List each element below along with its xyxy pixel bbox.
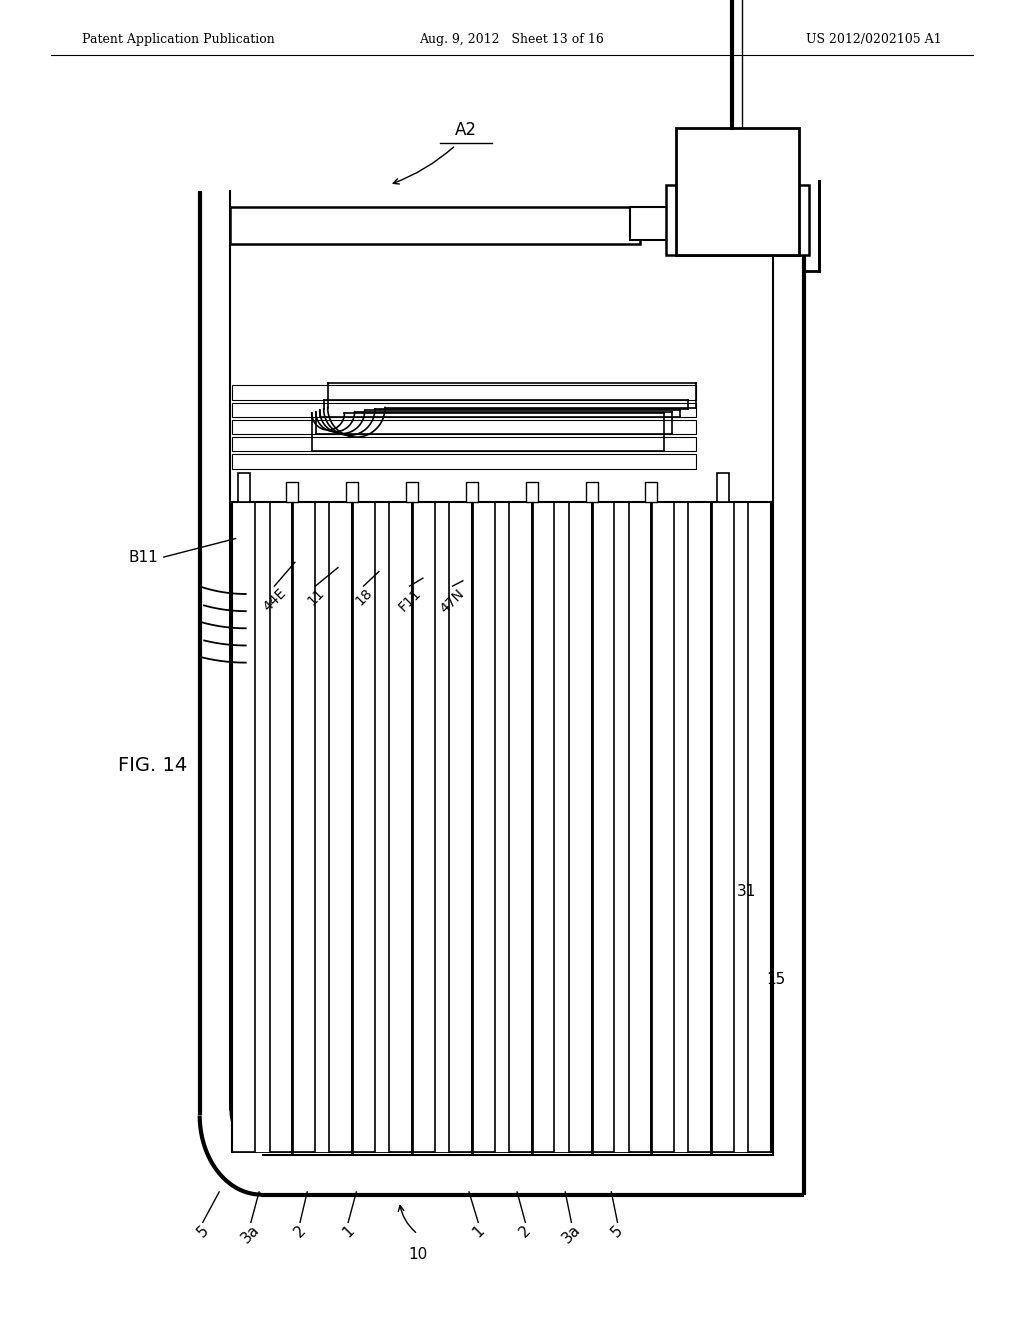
Text: 10: 10	[409, 1247, 427, 1262]
Bar	[232, 454, 696, 469]
Text: US 2012/0202105 A1: US 2012/0202105 A1	[807, 33, 942, 46]
Text: FIG. 14: FIG. 14	[118, 756, 187, 775]
Bar	[525, 482, 538, 502]
Text: B11: B11	[129, 549, 159, 565]
Bar	[554, 502, 568, 1152]
Bar	[450, 502, 472, 1152]
Text: A2: A2	[455, 120, 477, 139]
Bar	[412, 502, 435, 1152]
Text: 31: 31	[737, 883, 757, 899]
Bar	[466, 482, 478, 502]
Bar	[749, 502, 771, 1152]
Text: 11: 11	[304, 586, 327, 609]
Text: 2: 2	[516, 1222, 535, 1239]
Text: 3a: 3a	[559, 1222, 584, 1246]
Bar	[717, 473, 729, 502]
Text: 1: 1	[339, 1222, 357, 1239]
Bar	[472, 502, 495, 1152]
Bar	[232, 385, 696, 400]
Bar	[734, 502, 749, 1152]
Bar	[688, 502, 712, 1152]
Bar	[352, 502, 375, 1152]
Bar	[435, 502, 450, 1152]
Text: Aug. 9, 2012   Sheet 13 of 16: Aug. 9, 2012 Sheet 13 of 16	[420, 33, 604, 46]
Text: F11: F11	[395, 586, 424, 614]
Bar	[509, 502, 531, 1152]
Bar	[287, 482, 298, 502]
Bar	[239, 473, 251, 502]
Bar	[269, 502, 292, 1152]
Text: 47N: 47N	[438, 586, 467, 615]
Bar	[315, 502, 330, 1152]
Bar	[330, 502, 352, 1152]
Bar	[586, 482, 598, 502]
Bar	[495, 502, 509, 1152]
Bar	[375, 502, 389, 1152]
Bar	[232, 403, 696, 417]
Text: 5: 5	[608, 1222, 627, 1239]
Bar	[645, 482, 657, 502]
Bar	[232, 420, 696, 434]
Bar	[614, 502, 629, 1152]
Bar	[676, 128, 799, 255]
Bar	[232, 437, 696, 451]
Bar	[255, 502, 269, 1152]
Bar	[230, 207, 640, 244]
Bar	[568, 502, 592, 1152]
Text: 1: 1	[469, 1222, 487, 1239]
Text: 44E: 44E	[260, 586, 289, 615]
Bar	[292, 502, 315, 1152]
Bar	[531, 502, 554, 1152]
Bar	[629, 502, 651, 1152]
Bar	[651, 502, 674, 1152]
Bar	[389, 502, 412, 1152]
Bar	[406, 482, 418, 502]
Bar	[666, 185, 809, 255]
Bar	[232, 502, 255, 1152]
Text: 5: 5	[194, 1222, 212, 1239]
Bar	[712, 502, 734, 1152]
Text: Patent Application Publication: Patent Application Publication	[82, 33, 274, 46]
Text: 3a: 3a	[239, 1222, 263, 1246]
Bar	[630, 207, 681, 240]
Bar	[592, 502, 614, 1152]
Text: 2: 2	[291, 1222, 309, 1239]
Bar	[674, 502, 688, 1152]
Text: 18: 18	[352, 586, 375, 609]
Bar	[346, 482, 358, 502]
Text: 15: 15	[766, 972, 785, 987]
